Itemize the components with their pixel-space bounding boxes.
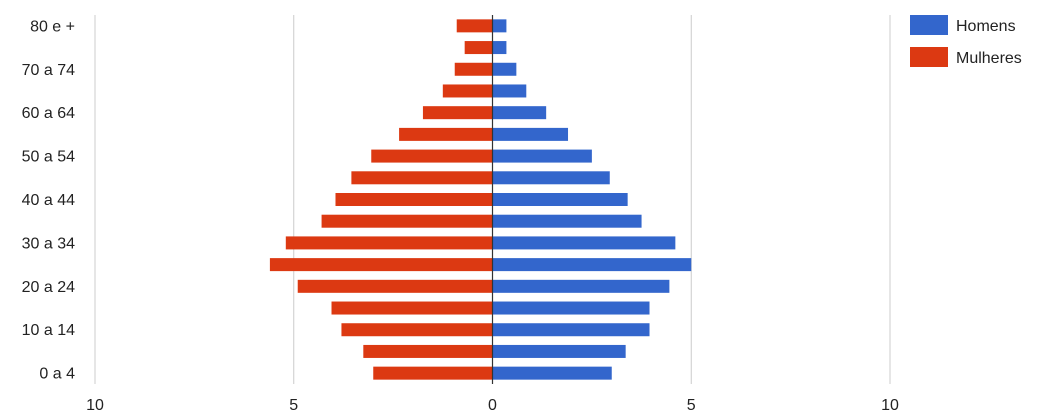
legend-label: Homens bbox=[956, 18, 1016, 35]
y-tick-label: 10 a 14 bbox=[22, 322, 75, 339]
bar-homens-4 bbox=[492, 106, 547, 120]
bar-homens-1 bbox=[492, 41, 507, 55]
bar-homens-9 bbox=[492, 214, 642, 228]
x-tick-label: 5 bbox=[687, 397, 696, 412]
bar-homens-5 bbox=[492, 127, 569, 141]
y-tick-labels: 80 e + 70 a 74 60 a 64 50 a 54 40 a 44 30 a 3… bbox=[22, 18, 75, 382]
bar-homens-3 bbox=[492, 84, 527, 98]
x-tick-label: 10 bbox=[881, 397, 899, 412]
bar-mulheres-8 bbox=[335, 193, 493, 206]
bar-homens-0 bbox=[492, 19, 507, 33]
bar-mulheres-3 bbox=[442, 84, 493, 98]
bar-mulheres-6 bbox=[371, 149, 493, 163]
bar-mulheres-0 bbox=[456, 19, 493, 33]
bar-homens-11 bbox=[492, 258, 692, 272]
bar-homens-2 bbox=[492, 62, 517, 76]
y-tick-label: 60 a 64 bbox=[22, 105, 75, 122]
y-tick-label: 40 a 44 bbox=[22, 192, 75, 209]
legend-swatch bbox=[910, 15, 948, 35]
y-tick-label: 20 a 24 bbox=[22, 279, 75, 296]
x-tick-label: 0 bbox=[488, 397, 497, 412]
bar-mulheres-15 bbox=[363, 344, 493, 358]
y-tick-label: 30 a 34 bbox=[22, 235, 75, 252]
bar-mulheres-9 bbox=[321, 214, 493, 228]
bar-homens-6 bbox=[492, 149, 592, 163]
x-tick-label: 10 bbox=[86, 397, 104, 412]
bar-mulheres-7 bbox=[351, 171, 493, 185]
x-tick-labels: 10 5 0 5 10 bbox=[86, 397, 899, 412]
bar-mulheres-12 bbox=[297, 279, 493, 293]
bar-mulheres-10 bbox=[285, 236, 493, 250]
bar-homens-10 bbox=[492, 236, 676, 250]
bar-mulheres-11 bbox=[269, 258, 493, 272]
y-tick-label: 80 e + bbox=[30, 18, 75, 35]
bar-homens-13 bbox=[492, 301, 650, 315]
bar-mulheres-16 bbox=[373, 366, 493, 380]
bar-homens-8 bbox=[492, 193, 628, 206]
bar-homens-12 bbox=[492, 279, 670, 293]
legend-swatch bbox=[910, 47, 948, 67]
bar-mulheres-5 bbox=[399, 127, 493, 141]
bar-mulheres-13 bbox=[331, 301, 493, 315]
bar-mulheres-4 bbox=[422, 106, 493, 120]
y-tick-label: 70 a 74 bbox=[22, 62, 75, 79]
bar-homens-15 bbox=[492, 344, 626, 358]
bar-mulheres-2 bbox=[454, 62, 493, 76]
bar-mulheres-1 bbox=[464, 41, 493, 55]
bar-homens-7 bbox=[492, 171, 610, 185]
x-tick-label: 5 bbox=[289, 397, 298, 412]
bars-group bbox=[269, 19, 692, 380]
legend-label: Mulheres bbox=[956, 50, 1022, 67]
bar-homens-16 bbox=[492, 366, 612, 380]
x-gridlines bbox=[94, 15, 891, 384]
bar-mulheres-14 bbox=[341, 323, 493, 337]
y-tick-label: 0 a 4 bbox=[39, 366, 75, 383]
legend: Homens Mulheres bbox=[910, 15, 1022, 67]
y-tick-label: 50 a 54 bbox=[22, 149, 75, 166]
bar-homens-14 bbox=[492, 323, 650, 337]
